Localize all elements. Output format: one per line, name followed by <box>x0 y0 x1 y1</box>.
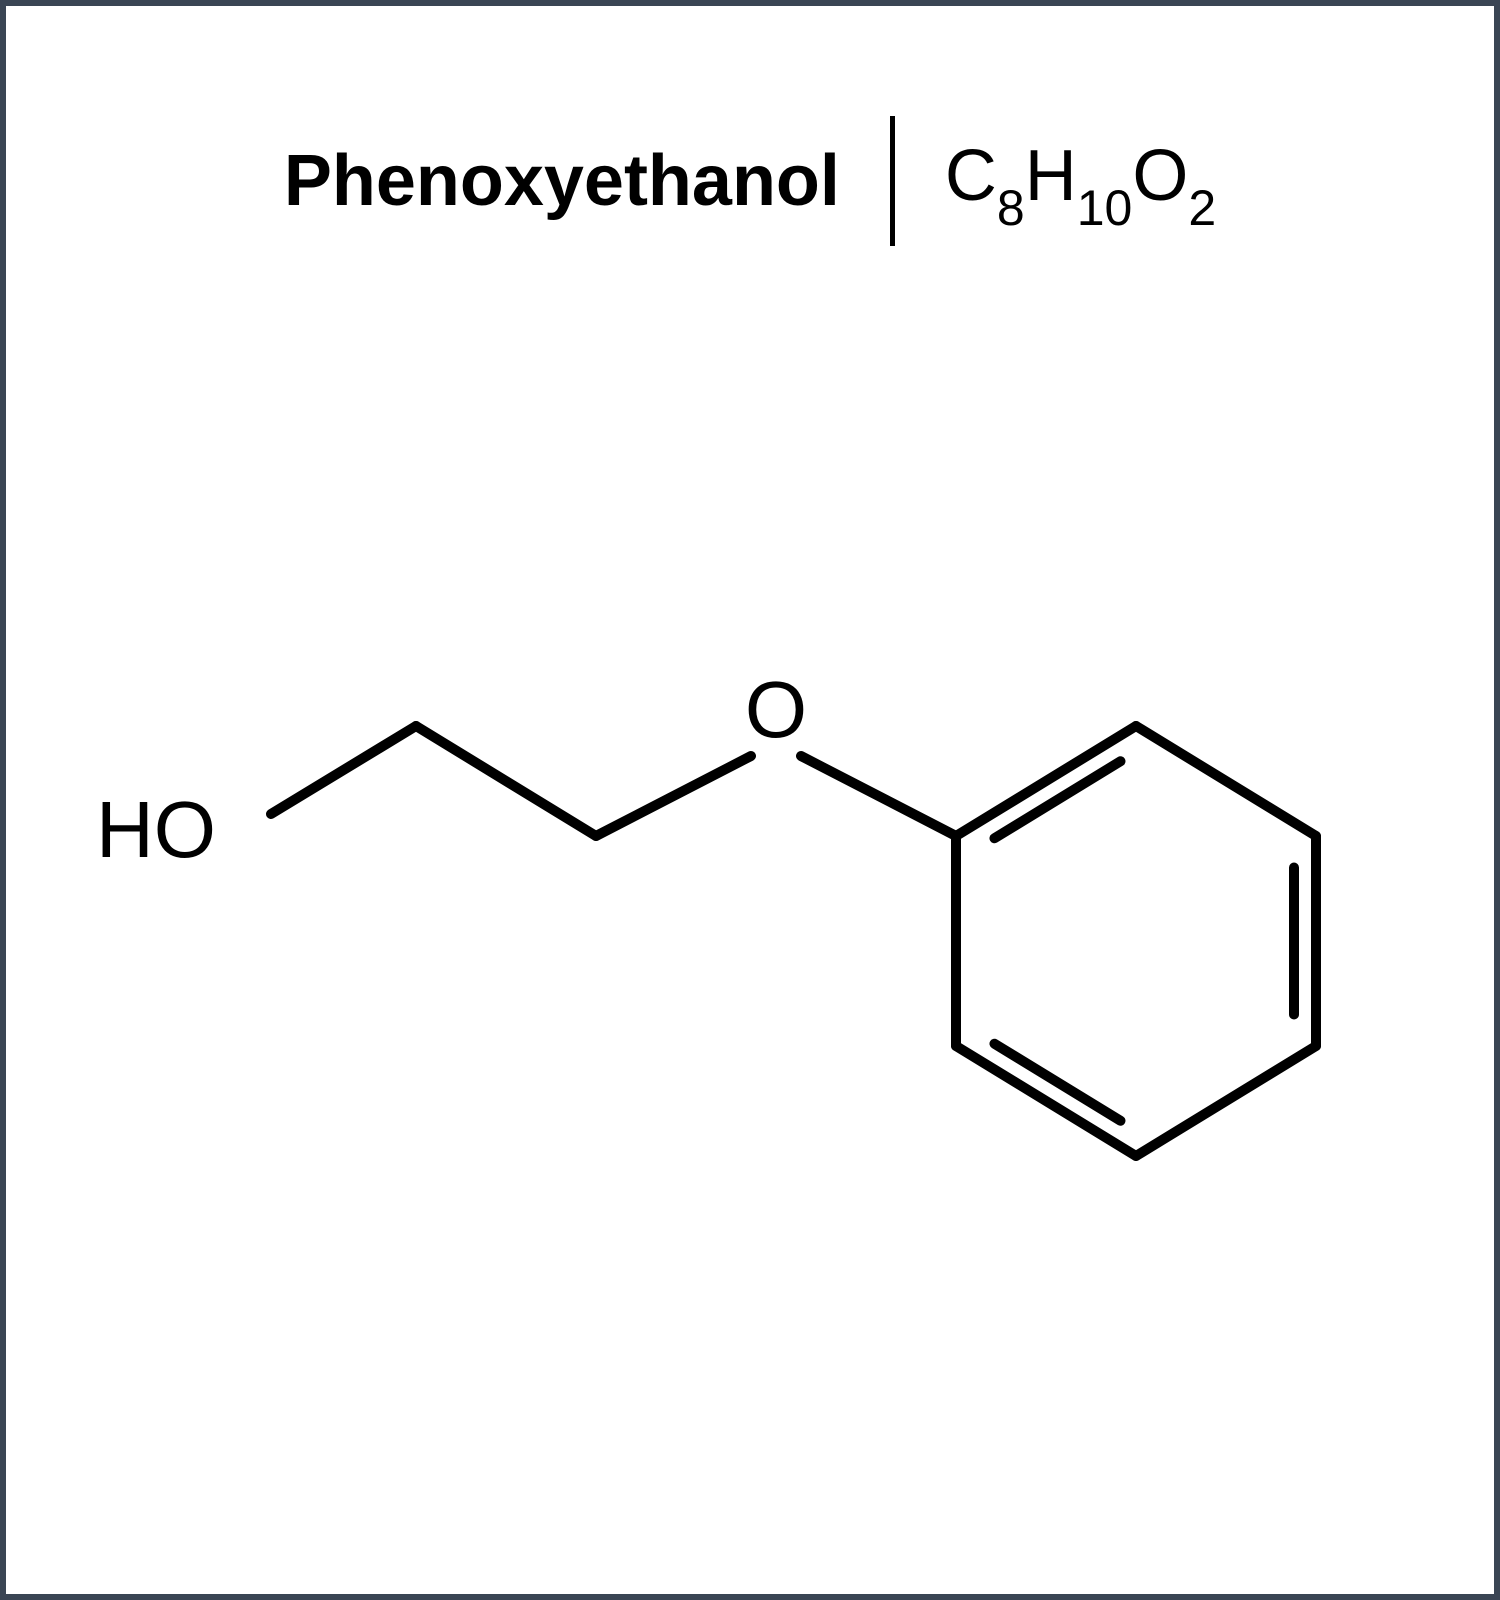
formula-o-count: 2 <box>1188 180 1216 236</box>
compound-name: Phenoxyethanol <box>284 140 840 222</box>
atom-label-ho: HO <box>96 785 216 874</box>
header-divider <box>890 116 895 246</box>
structure-svg: HO O <box>56 456 1456 1356</box>
header: Phenoxyethanol C8H10O2 <box>6 116 1494 246</box>
formula-o-symbol: O <box>1132 136 1188 216</box>
structure-diagram: HO O <box>56 456 1456 1356</box>
formula-h-symbol: H <box>1025 136 1077 216</box>
formula-h-count: 10 <box>1077 180 1133 236</box>
bonds-group <box>271 726 1316 1156</box>
molecular-formula: C8H10O2 <box>945 135 1216 227</box>
formula-c-symbol: C <box>945 136 997 216</box>
formula-c-count: 8 <box>997 180 1025 236</box>
atoms-group: HO O <box>96 665 807 874</box>
atom-label-o: O <box>745 665 807 754</box>
